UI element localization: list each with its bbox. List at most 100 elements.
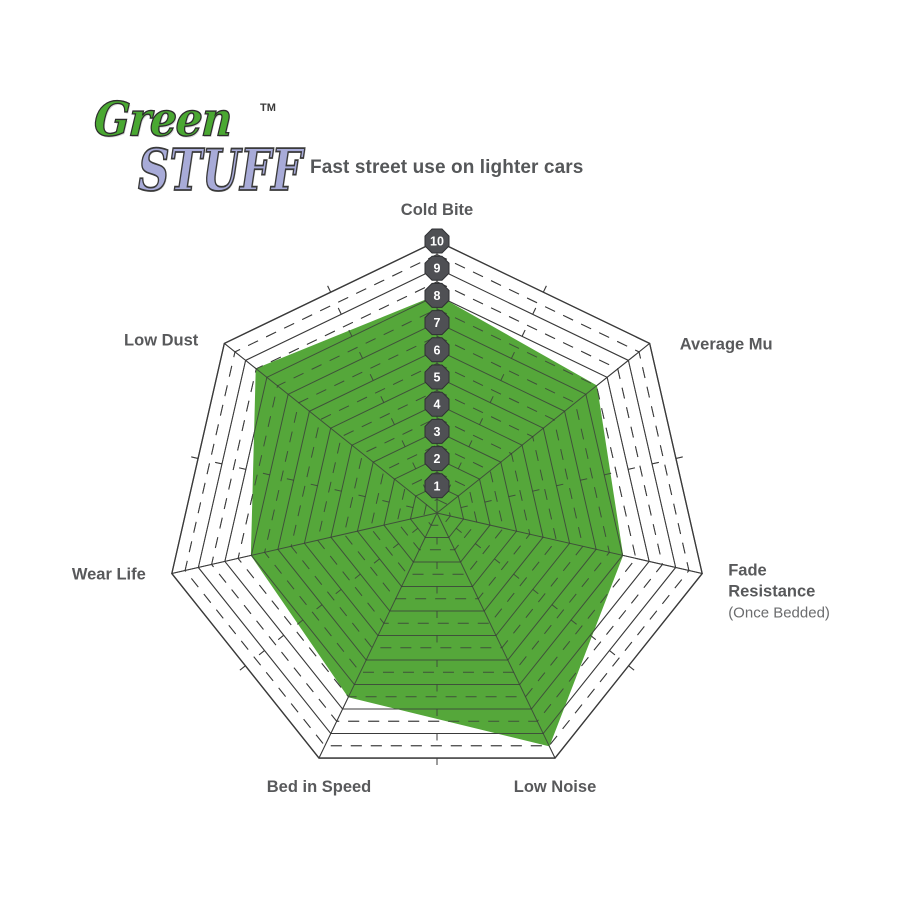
grid-tick (286, 478, 294, 481)
grid-tick (494, 558, 501, 564)
scale-badge-shape (424, 282, 450, 308)
trademark-icon: TM (260, 102, 276, 114)
grid-tick (369, 374, 374, 381)
grid-tick (570, 619, 577, 625)
grid-tick (215, 461, 223, 465)
scale-badge-5: 5 (424, 364, 450, 390)
axis-label-low-noise: Low Noise (514, 778, 597, 796)
grid-tick (412, 462, 417, 470)
grid-tick (651, 461, 659, 465)
grid-ring-minor (396, 471, 478, 551)
grid-ring-minor (423, 498, 451, 526)
grid-ring-minor (237, 308, 637, 698)
grid-tick (589, 634, 597, 640)
scale-badge-label: 4 (434, 398, 441, 412)
axis-spoke (436, 512, 703, 575)
scale-badge-label: 8 (434, 289, 441, 303)
grid-tick (354, 573, 361, 579)
grid-tick (401, 440, 406, 447)
scale-badge-label: 7 (434, 316, 441, 330)
scale-badge-label: 6 (434, 343, 441, 357)
grid-tick (628, 665, 635, 671)
grid-tick (457, 462, 462, 470)
grid-tick (532, 489, 540, 492)
grid-tick (542, 285, 547, 293)
scale-badge-label: 5 (434, 371, 441, 385)
grid-tick (580, 478, 588, 481)
grid-tick (532, 589, 539, 595)
scale-badge-6: 6 (424, 337, 450, 363)
scale-badge-8: 8 (424, 282, 450, 308)
grid-tick (382, 500, 390, 503)
grid-tick (455, 527, 462, 534)
axis-spoke (224, 343, 438, 514)
axis-spoke (171, 512, 438, 575)
axis-spoke (436, 343, 650, 514)
grid-tick (348, 329, 353, 337)
grid-tick (392, 543, 399, 549)
grid-tick (556, 483, 564, 487)
axis-label-bed-in-speed: Bed in Speed (267, 778, 372, 796)
grid-tick (510, 351, 515, 359)
grid-tick (380, 396, 385, 403)
scale-badge-shape (424, 310, 450, 336)
scale-badge-shape (424, 418, 450, 444)
grid-tick (327, 285, 332, 293)
axis-label-fade-resistance: Fade Resistance (Once Bedded) (728, 562, 830, 622)
grid-tick (508, 494, 516, 498)
data-polygon-group (171, 240, 703, 766)
grid-tick (258, 650, 265, 656)
grid-tick (609, 650, 616, 656)
grid-ring-minor (343, 417, 531, 600)
grid-tick (191, 456, 199, 459)
scale-badge-label: 1 (434, 479, 441, 493)
scale-badge-10: 10 (424, 228, 450, 254)
grid-tick (551, 604, 558, 610)
grid-tick (475, 543, 482, 549)
scale-badge-shape (424, 255, 450, 281)
grid-tick (513, 573, 520, 579)
grid-overlay (191, 285, 683, 766)
axis-spoke (318, 512, 438, 759)
grid-tick (373, 558, 380, 564)
grid-ring-minor (370, 444, 504, 575)
grid-tick (359, 351, 364, 359)
axis-spoke (436, 512, 556, 759)
grid-tick (316, 604, 323, 610)
scale-badge-label: 9 (434, 262, 441, 276)
scale-badge-7: 7 (424, 310, 450, 336)
scale-badges-group: 1 2 3 4 5 6 7 8 9 10 (424, 228, 450, 499)
scale-badge-3: 3 (424, 418, 450, 444)
axis-label-wear-life: Wear Life (72, 566, 146, 584)
grid-tick (628, 467, 636, 470)
grid-tick (500, 374, 505, 381)
grid-tick (277, 634, 285, 640)
grid-tick (239, 665, 246, 671)
grid-tick (297, 619, 304, 625)
grid-tick (262, 472, 270, 476)
scale-badge-shape (424, 228, 450, 254)
axis-labels-group: Cold Bite Average Mu Fade Resistance (Once B… (72, 201, 830, 796)
grid-tick (358, 494, 366, 498)
scale-badge-label: 3 (434, 425, 441, 439)
scale-badge-9: 9 (424, 255, 450, 281)
grid-tick (335, 589, 342, 595)
grid-tick (337, 307, 342, 315)
grid-tick (468, 440, 473, 447)
grid-tick (521, 329, 526, 337)
scale-badge-shape (424, 473, 450, 499)
scale-badge-shape (424, 391, 450, 417)
scale-badge-shape (424, 364, 450, 390)
grid-tick (334, 489, 342, 492)
grid-tick (604, 472, 612, 476)
chart-title: Fast street use on lighter cars (310, 157, 584, 178)
scale-badge-label: 10 (430, 235, 444, 249)
axis-label-average-mu: Average Mu (680, 335, 773, 353)
axis-label-low-dust: Low Dust (124, 331, 199, 349)
grid-tick (390, 418, 395, 425)
grid-tick (412, 527, 419, 534)
grid-ring-minor (184, 254, 690, 747)
scale-badge-label: 2 (434, 452, 441, 466)
grid-tick (675, 456, 683, 459)
